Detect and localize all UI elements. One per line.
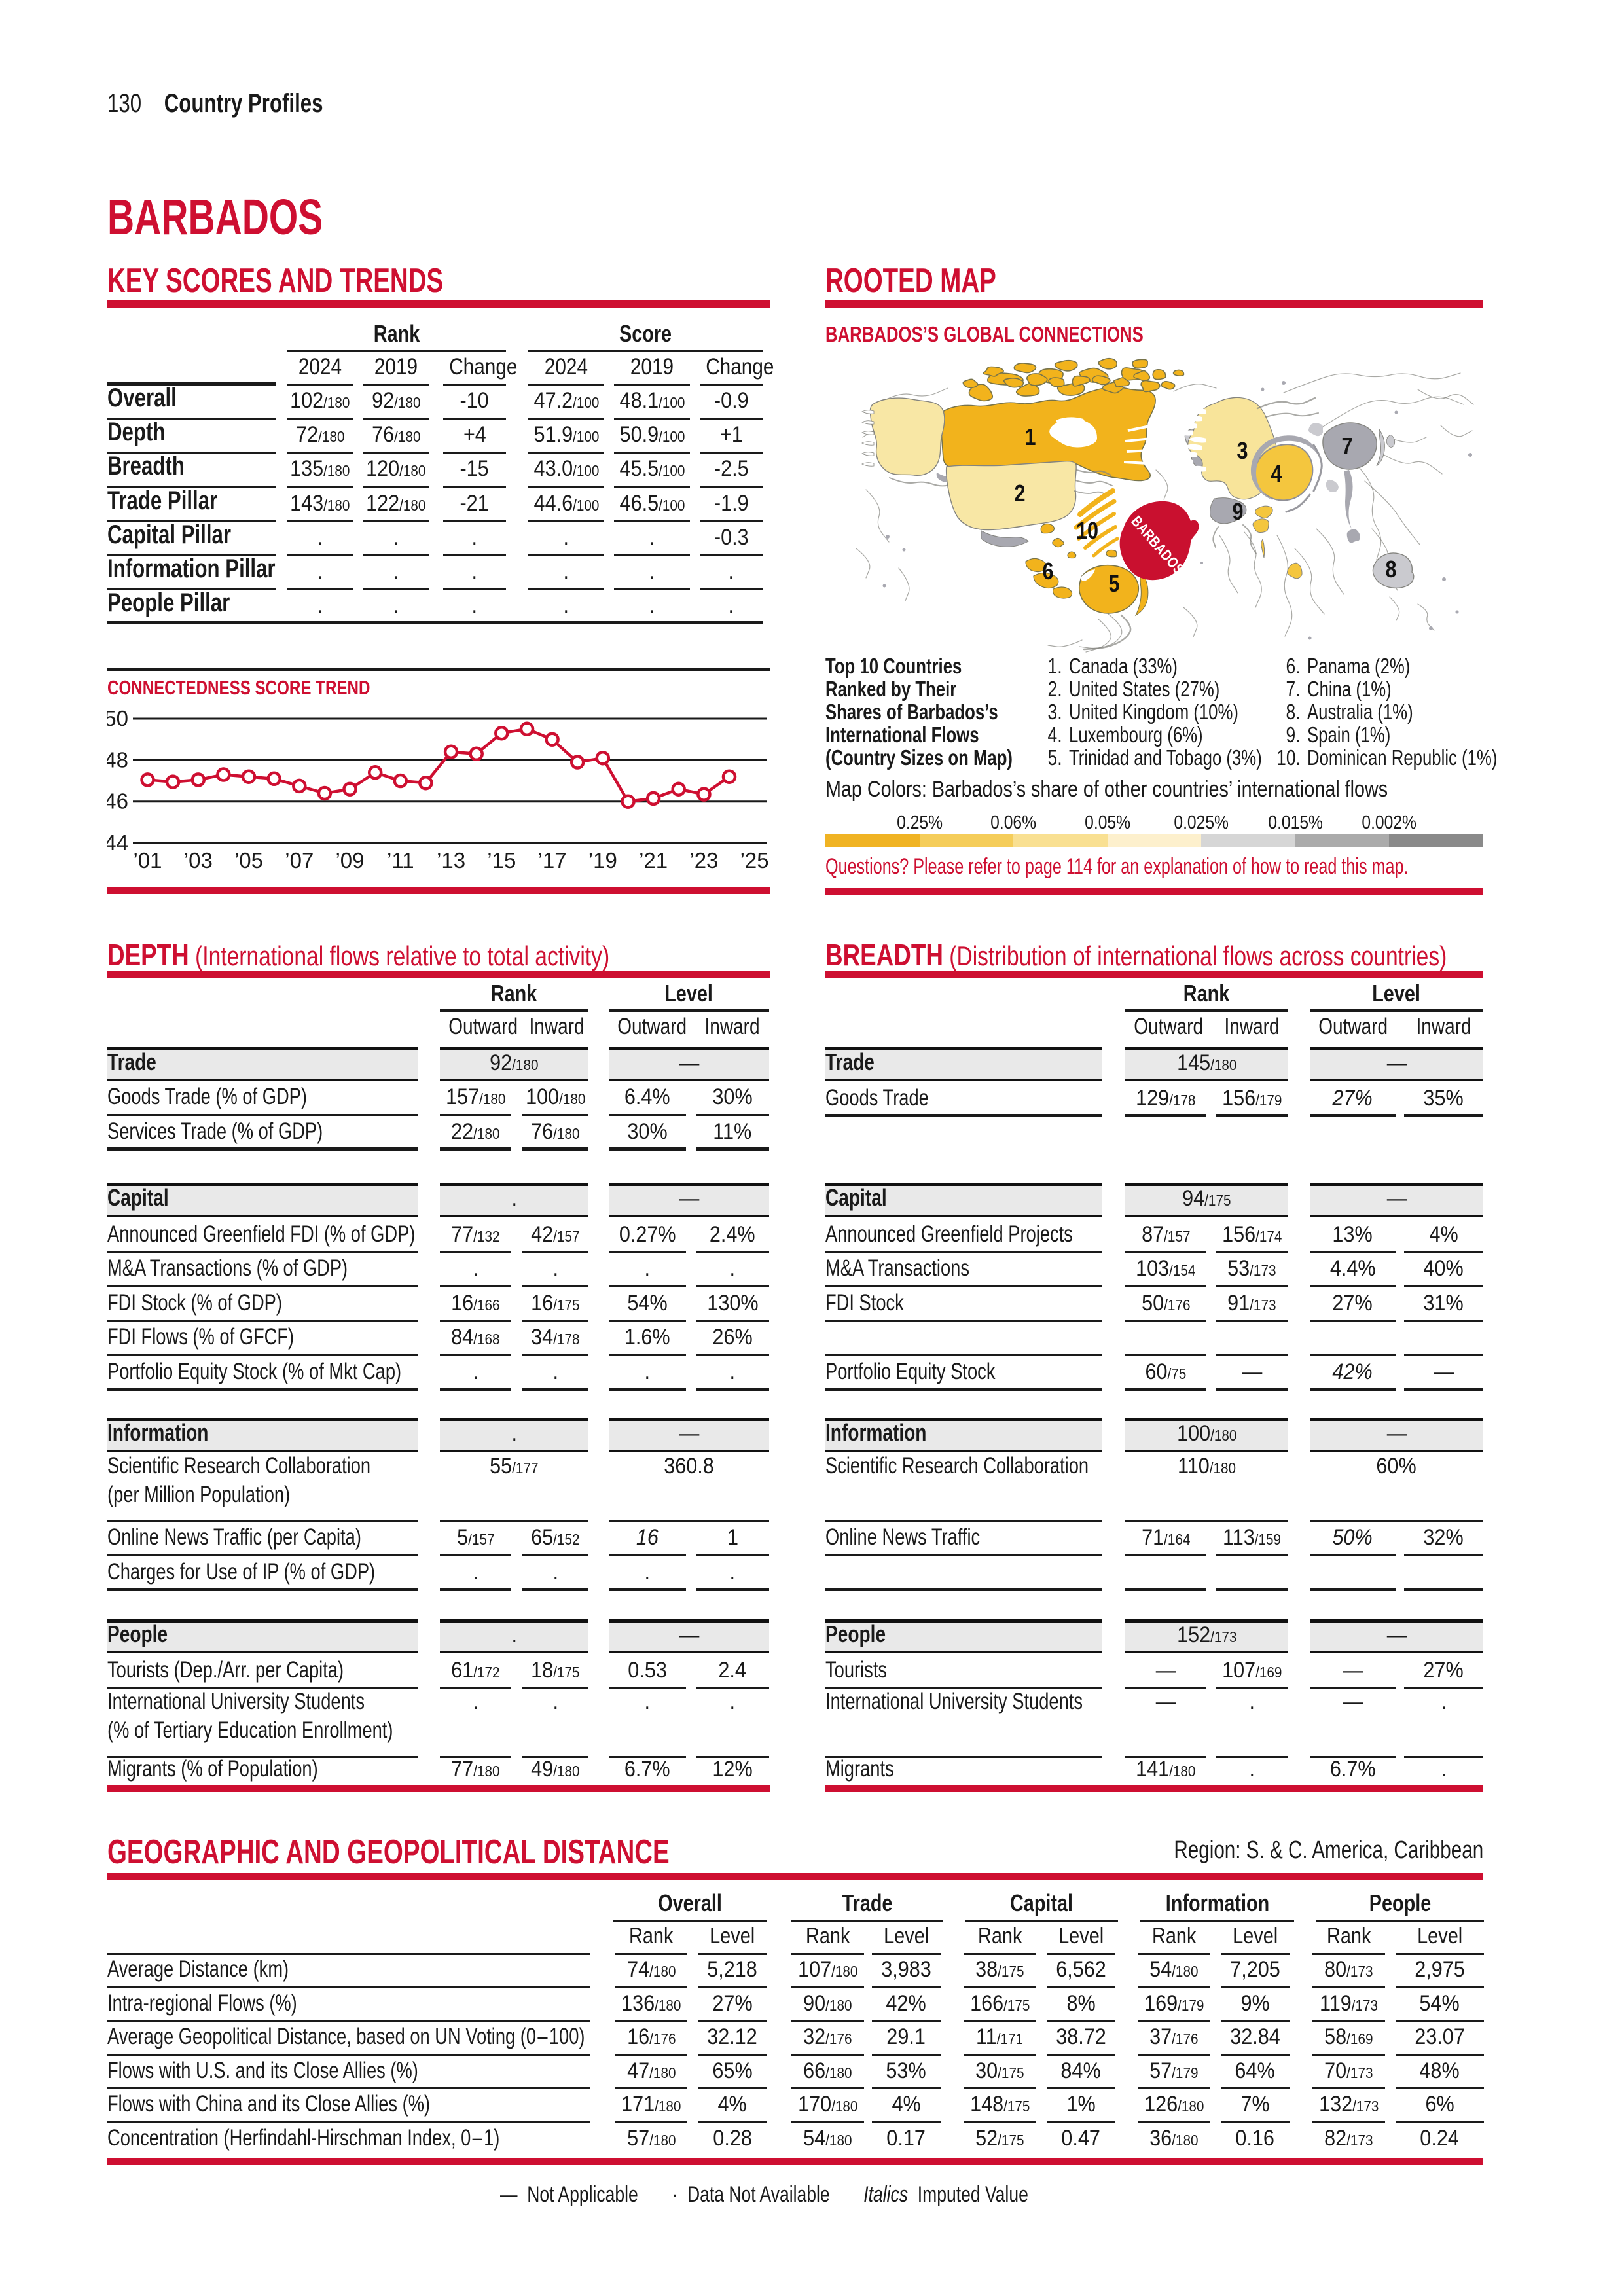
svg-text:50: 50 <box>107 706 128 730</box>
svg-text:’21: ’21 <box>639 848 668 872</box>
svg-text:3: 3 <box>1236 439 1248 465</box>
svg-text:48: 48 <box>107 747 128 772</box>
svg-text:CONNECTEDNESS SCORE TREND: CONNECTEDNESS SCORE TREND <box>107 676 370 699</box>
svg-text:’17: ’17 <box>538 848 567 872</box>
svg-text:44: 44 <box>107 831 128 855</box>
svg-text:10: 10 <box>1076 518 1098 545</box>
svg-text:’15: ’15 <box>487 848 516 872</box>
svg-text:2: 2 <box>1014 481 1025 507</box>
svg-text:9: 9 <box>1232 499 1243 526</box>
svg-text:’19: ’19 <box>588 848 617 872</box>
svg-text:’25: ’25 <box>740 848 769 872</box>
svg-text:6: 6 <box>1042 559 1053 585</box>
svg-text:’01: ’01 <box>133 848 162 872</box>
svg-text:’05: ’05 <box>234 848 263 872</box>
svg-text:46: 46 <box>107 789 128 814</box>
svg-text:’09: ’09 <box>335 848 364 872</box>
svg-text:’13: ’13 <box>437 848 465 872</box>
svg-text:1: 1 <box>1024 425 1036 451</box>
svg-text:’03: ’03 <box>184 848 213 872</box>
svg-text:7: 7 <box>1341 434 1352 460</box>
svg-text:’23: ’23 <box>689 848 718 872</box>
svg-text:8: 8 <box>1385 557 1396 583</box>
svg-text:’07: ’07 <box>285 848 314 872</box>
svg-text:5: 5 <box>1108 571 1119 598</box>
svg-text:4: 4 <box>1271 461 1282 488</box>
svg-text:’11: ’11 <box>387 848 414 872</box>
